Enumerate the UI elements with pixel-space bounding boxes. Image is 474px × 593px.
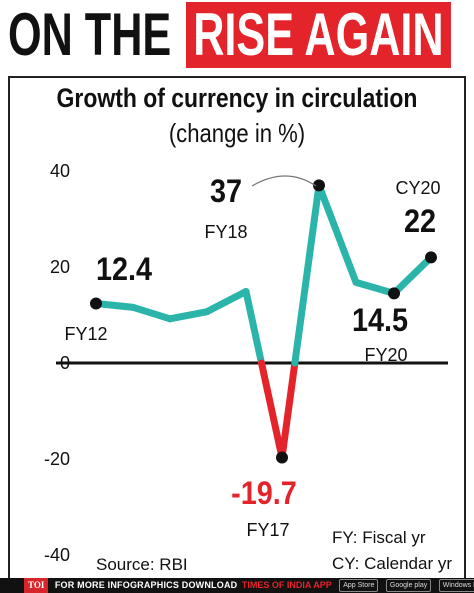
note-fiscal-year: FY: Fiscal yr xyxy=(332,528,426,547)
banner: ON THE RISE AGAIN xyxy=(0,0,474,76)
line-segment xyxy=(129,303,174,323)
value-label-fy18: 37 xyxy=(210,174,242,210)
source-note: Source: RBI xyxy=(96,555,188,574)
toi-logo: TOI xyxy=(24,578,49,593)
value-label-fy12: 12.4 xyxy=(96,252,152,288)
y-tick-label: -20 xyxy=(44,449,70,469)
footer-bar: TOI FOR MORE INFOGRAPHICS DOWNLOAD TIMES… xyxy=(0,578,474,593)
data-points xyxy=(90,179,437,464)
line-segment xyxy=(166,308,211,323)
data-point-cy20 xyxy=(425,251,437,264)
data-point-fy12 xyxy=(90,297,102,310)
data-point-fy17 xyxy=(276,451,288,464)
line-segment xyxy=(242,287,266,367)
series-line xyxy=(92,181,435,462)
line-segment xyxy=(315,181,360,286)
data-point-fy18 xyxy=(313,179,325,192)
y-tick-label: -40 xyxy=(44,545,70,565)
windows-phone-badge[interactable]: Windows Phone xyxy=(438,579,474,592)
y-tick-label: 40 xyxy=(50,161,70,181)
value-label-fy17: -19.7 xyxy=(231,476,297,512)
line-segment xyxy=(258,359,286,462)
line-segment xyxy=(390,253,435,297)
banner-highlight: RISE AGAIN xyxy=(186,2,451,68)
chart-title: Growth of currency in circulation xyxy=(56,83,418,113)
line-segment xyxy=(203,287,250,316)
footer-app-name: TIMES OF INDIA APP xyxy=(241,580,332,590)
category-label-cy20: CY20 xyxy=(395,178,440,198)
banner-text: ON THE xyxy=(8,1,172,68)
y-tick-label: 20 xyxy=(50,257,70,277)
chart-card xyxy=(8,76,466,578)
data-labels: 12.4 FY12 -19.7 FY17 37 FY18 14.5 FY20 22 CY20 xyxy=(64,174,440,540)
google-play-badge[interactable]: Google play xyxy=(385,579,432,592)
note-calendar-year: CY: Calendar yr xyxy=(332,554,452,573)
app-store-badge[interactable]: App Store xyxy=(339,579,379,592)
annotation-connector xyxy=(251,175,317,187)
chart-subtitle: (change in %) xyxy=(168,118,306,148)
category-label-fy20: FY20 xyxy=(364,345,407,365)
line-segment xyxy=(291,181,323,367)
category-label-fy12: FY12 xyxy=(64,324,107,344)
category-label-fy18: FY18 xyxy=(204,222,247,242)
value-label-cy20: 22 xyxy=(404,204,436,240)
line-segment xyxy=(352,278,398,297)
value-label-fy20: 14.5 xyxy=(352,303,408,339)
line-segment xyxy=(92,299,137,311)
footer-text: FOR MORE INFOGRAPHICS DOWNLOAD xyxy=(54,580,238,590)
category-label-fy17: FY17 xyxy=(246,520,289,540)
line-segment xyxy=(278,359,299,462)
data-point-fy20 xyxy=(388,287,400,300)
